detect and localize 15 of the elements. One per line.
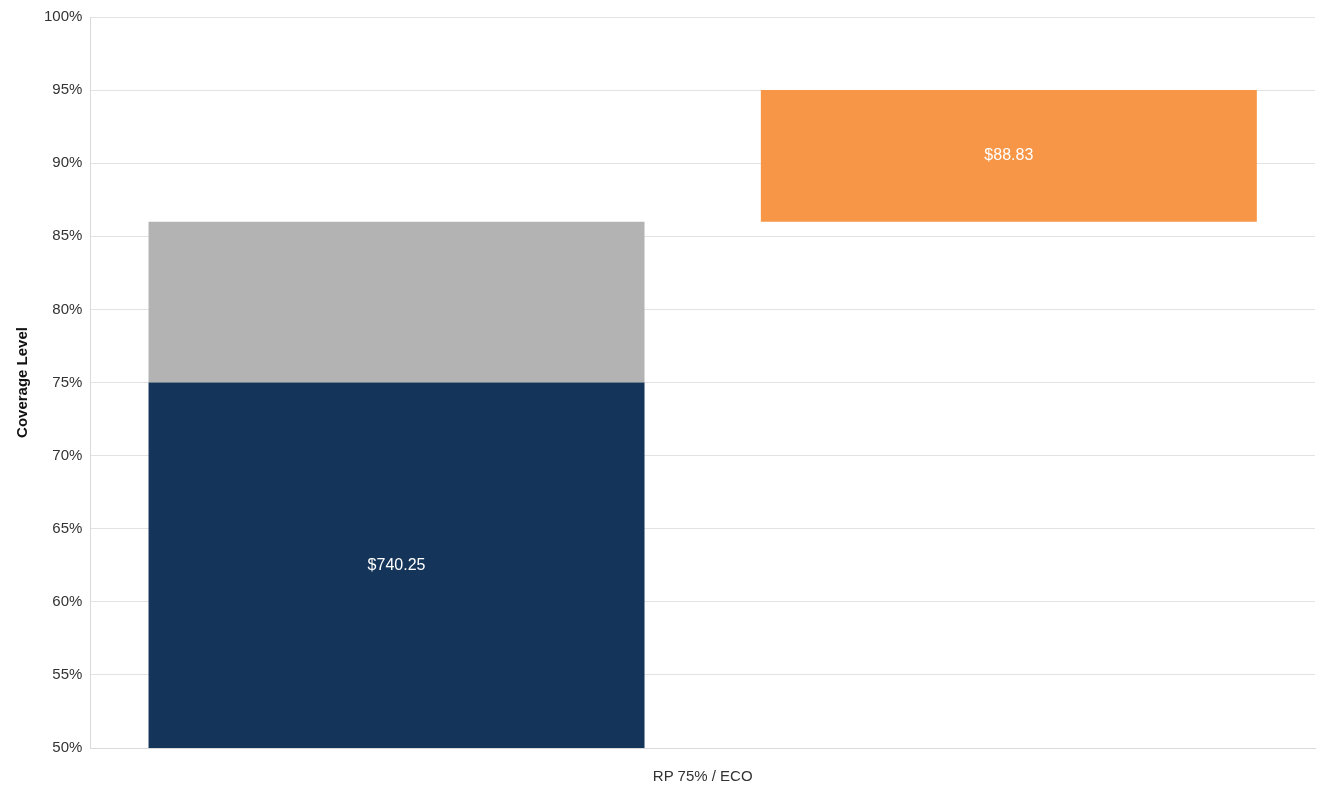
y-tick-label: 95%	[52, 80, 83, 98]
y-axis-title: Coverage Level	[13, 327, 31, 438]
y-tick-label: 85%	[52, 226, 83, 244]
y-tick-label: 60%	[52, 591, 83, 609]
y-tick-label: 75%	[52, 372, 83, 390]
y-tick-label: 70%	[52, 445, 83, 463]
annotation: $740.25	[367, 555, 426, 573]
y-tick-label: 65%	[52, 518, 83, 536]
y-tick-label: 50%	[52, 738, 83, 756]
y-tick-label: 100%	[43, 7, 83, 25]
y-tick-label: 55%	[52, 665, 83, 683]
y-tick-label: 80%	[52, 299, 83, 317]
x-axis-title: RP 75% / ECO	[652, 767, 753, 785]
annotation: $88.83	[984, 146, 1034, 164]
y-tick-label: 90%	[52, 153, 83, 171]
